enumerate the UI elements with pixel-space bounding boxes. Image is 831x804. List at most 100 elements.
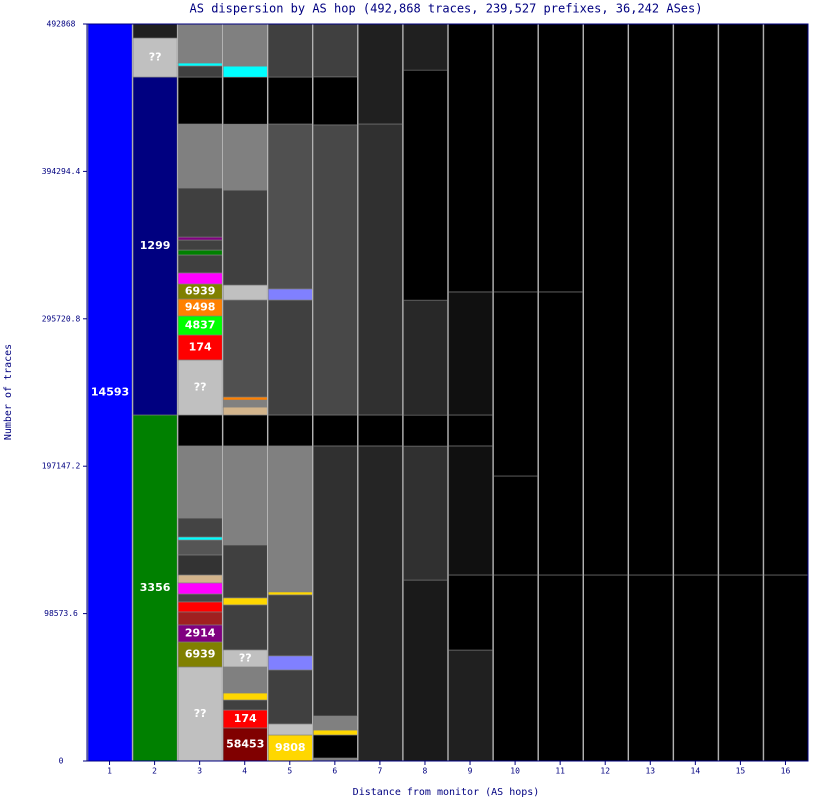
segment	[583, 24, 629, 576]
segment-label: 6939	[185, 647, 216, 660]
segment	[493, 24, 538, 293]
segment-label: 1299	[140, 239, 171, 252]
segment	[493, 574, 538, 761]
segment	[177, 272, 223, 285]
segment	[222, 692, 268, 701]
x-tick-label: 14	[691, 767, 701, 776]
segment	[493, 475, 538, 576]
chart-title: AS dispersion by AS hop (492,868 traces,…	[190, 2, 703, 16]
x-tick-label: 7	[377, 767, 382, 776]
segment-label: 2914	[185, 626, 216, 639]
x-tick-label: 4	[242, 767, 247, 776]
segment-label: ??	[194, 380, 207, 393]
x-tick-label: 11	[555, 767, 565, 776]
segment-label: ??	[239, 651, 252, 664]
segment	[177, 554, 223, 576]
segment-label: 4837	[185, 318, 216, 331]
segment	[718, 574, 764, 761]
segment	[222, 544, 268, 599]
segment	[222, 445, 268, 546]
segment	[628, 574, 674, 761]
segment	[177, 641, 223, 668]
segment	[267, 669, 313, 725]
x-tick-label: 12	[600, 767, 610, 776]
segment	[222, 406, 268, 416]
segment	[267, 591, 313, 596]
segment	[177, 254, 223, 274]
x-tick-label: 8	[423, 767, 428, 776]
segment-label: 6939	[185, 284, 216, 297]
x-tick-label: 13	[645, 767, 655, 776]
segment-label: 9808	[275, 741, 306, 754]
segment	[267, 594, 313, 657]
segment	[177, 249, 223, 256]
segment	[222, 666, 268, 694]
segment	[448, 574, 493, 651]
segment	[267, 655, 313, 671]
segment	[177, 236, 223, 241]
segment-label: 9498	[185, 300, 216, 313]
segment	[583, 574, 629, 761]
y-tick-label: 394294.4	[42, 167, 81, 176]
segment	[177, 24, 223, 64]
segment	[222, 597, 268, 606]
segment	[267, 123, 313, 290]
segment-label: ??	[194, 707, 207, 720]
segment	[403, 24, 448, 71]
segment	[403, 414, 448, 447]
segment	[177, 334, 223, 361]
segment	[177, 536, 223, 541]
segment	[177, 76, 223, 125]
segment-label: 58453	[226, 737, 264, 750]
segment-label: 3356	[140, 581, 171, 594]
segment	[267, 734, 313, 761]
plot-frame	[86, 23, 809, 762]
y-axis-label: Number of traces	[3, 344, 14, 440]
segment	[132, 414, 178, 761]
segment	[222, 189, 268, 286]
segment	[403, 445, 448, 581]
segment	[763, 24, 808, 576]
segment	[222, 414, 268, 447]
x-tick-label: 2	[152, 767, 157, 776]
segment	[222, 604, 268, 651]
x-tick-label: 3	[197, 767, 202, 776]
segment	[222, 396, 268, 401]
segment	[493, 291, 538, 477]
segment	[222, 24, 268, 67]
segment	[673, 24, 719, 576]
segment	[177, 611, 223, 626]
segment	[313, 734, 358, 759]
segment	[177, 239, 223, 251]
segment	[267, 299, 313, 416]
segment	[267, 76, 313, 125]
x-tick-label: 10	[510, 767, 520, 776]
segment	[313, 124, 358, 416]
segment	[313, 414, 358, 447]
segment	[763, 574, 808, 761]
segment	[267, 445, 313, 593]
y-tick-label: 197147.2	[42, 462, 81, 471]
segment	[628, 24, 674, 576]
segment	[267, 414, 313, 447]
plot-area: 14593 3356 1299???? 6939 2914?? 174 4837 9498 69…	[87, 24, 808, 761]
x-tick-label: 9	[468, 767, 473, 776]
segment	[358, 445, 403, 761]
segment	[403, 69, 448, 301]
segment	[177, 574, 223, 584]
y-tick-label: 492868	[47, 20, 76, 29]
segment	[313, 445, 358, 717]
segment	[267, 288, 313, 301]
segment	[222, 399, 268, 408]
segment	[267, 723, 313, 736]
segment	[313, 729, 358, 736]
segment	[177, 539, 223, 556]
segment	[403, 579, 448, 761]
segment	[177, 593, 223, 603]
x-tick-label: 6	[332, 767, 337, 776]
y-tick-label: 295720.8	[42, 314, 81, 323]
segment	[403, 299, 448, 416]
segment	[222, 699, 268, 711]
segment	[177, 62, 223, 67]
